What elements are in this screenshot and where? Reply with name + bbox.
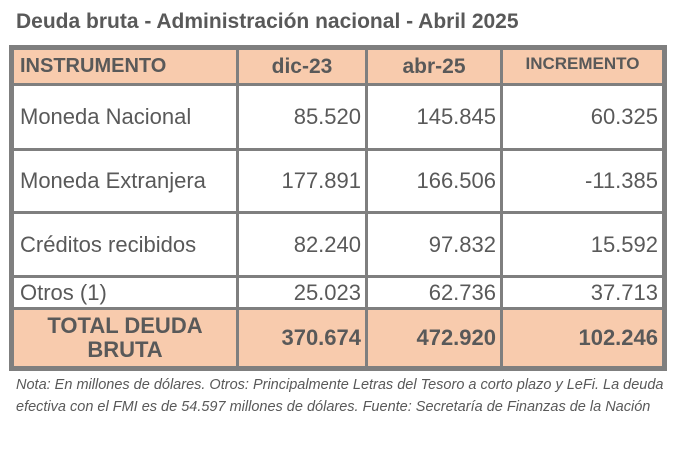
row-value-incremento: 37.713: [503, 278, 662, 307]
row-value-dic23: 25.023: [239, 278, 365, 307]
row-value-incremento: 15.592: [503, 214, 662, 275]
row-value-abr25: 145.845: [368, 86, 500, 148]
header-dic23: dic-23: [239, 50, 365, 83]
row-label: Moneda Nacional: [14, 86, 236, 148]
row-value-abr25: 97.832: [368, 214, 500, 275]
row-value-dic23: 82.240: [239, 214, 365, 275]
row-value-incremento: 60.325: [503, 86, 662, 148]
row-value-abr25: 166.506: [368, 151, 500, 211]
row-value-dic23: 177.891: [239, 151, 365, 211]
row-label: Moneda Extranjera: [14, 151, 236, 211]
header-incremento: INCREMENTO: [503, 50, 662, 83]
total-value-abr25: 472.920: [368, 310, 500, 366]
total-value-dic23: 370.674: [239, 310, 365, 366]
row-value-incremento: -11.385: [503, 151, 662, 211]
header-abr25: abr-25: [368, 50, 500, 83]
row-value-abr25: 62.736: [368, 278, 500, 307]
row-label: Créditos recibidos: [14, 214, 236, 275]
total-label: TOTAL DEUDA BRUTA: [14, 310, 236, 366]
row-label: Otros (1): [14, 278, 236, 307]
row-value-dic23: 85.520: [239, 86, 365, 148]
page-title: Deuda bruta - Administración nacional - …: [16, 10, 519, 33]
footnote: Nota: En millones de dólares. Otros: Pri…: [16, 377, 664, 415]
total-label-line1: TOTAL DEUDA: [47, 313, 203, 338]
header-instrumento: INSTRUMENTO: [14, 50, 236, 83]
total-value-incremento: 102.246: [503, 310, 662, 366]
total-label-line2: BRUTA: [87, 337, 163, 362]
debt-table: INSTRUMENTO dic-23 abr-25 INCREMENTO Mon…: [9, 45, 667, 371]
